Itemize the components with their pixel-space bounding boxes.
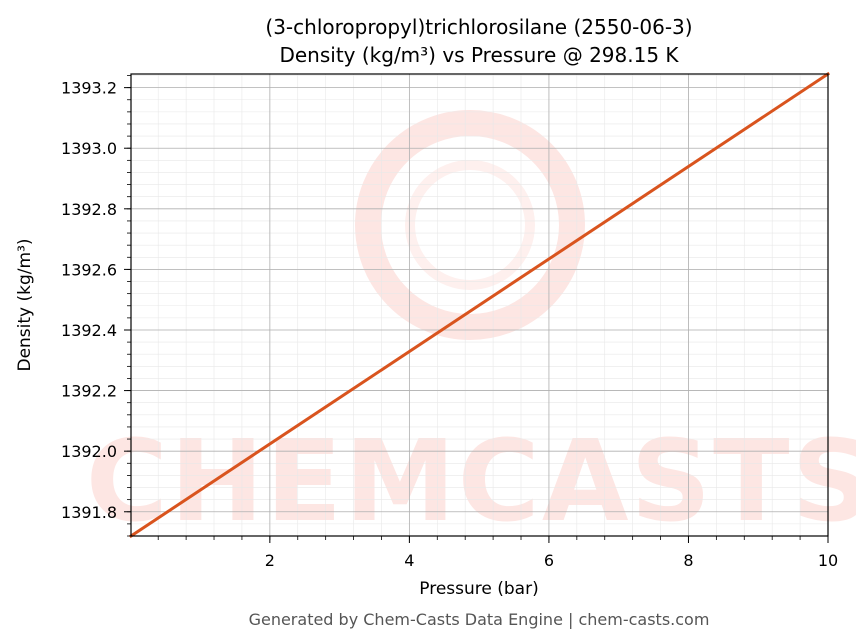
y-tick-label: 1392.6 xyxy=(61,260,117,279)
x-tick-label: 10 xyxy=(818,551,838,570)
x-tick-label: 6 xyxy=(544,551,554,570)
plot-frame xyxy=(130,73,829,537)
x-tick-label: 2 xyxy=(265,551,275,570)
y-axis-label: Density (kg/m³) xyxy=(15,238,35,371)
y-tick-label: 1392.0 xyxy=(61,442,117,461)
y-tick-label: 1392.4 xyxy=(61,321,117,340)
x-tick-label: 8 xyxy=(683,551,693,570)
footer-credit: Generated by Chem-Casts Data Engine | ch… xyxy=(249,610,710,629)
y-tick-label: 1393.0 xyxy=(61,139,117,158)
y-tick-label: 1391.8 xyxy=(61,503,117,522)
chart-subtitle: Density (kg/m³) vs Pressure @ 298.15 K xyxy=(279,43,679,67)
series-layer xyxy=(128,71,831,539)
x-axis: 2 4 6 8 10 xyxy=(157,536,838,570)
chart-title: (3-chloropropyl)trichlorosilane (2550-06… xyxy=(265,15,692,39)
x-axis-label: Pressure (bar) xyxy=(419,579,538,599)
y-tick-label: 1393.2 xyxy=(61,79,117,98)
y-axis: 1391.8 1392.0 1392.2 1392.4 1392.6 1392.8 1393… xyxy=(61,75,131,537)
x-tick-label: 4 xyxy=(404,551,414,570)
major-grid xyxy=(131,74,829,536)
y-tick-label: 1392.8 xyxy=(61,200,117,219)
watermark: CHEMCASTS xyxy=(86,110,856,547)
watermark-text: CHEMCASTS xyxy=(86,417,856,547)
y-tick-label: 1392.2 xyxy=(61,382,117,401)
density-series-line xyxy=(128,71,831,539)
watermark-logo-icon xyxy=(355,110,585,340)
